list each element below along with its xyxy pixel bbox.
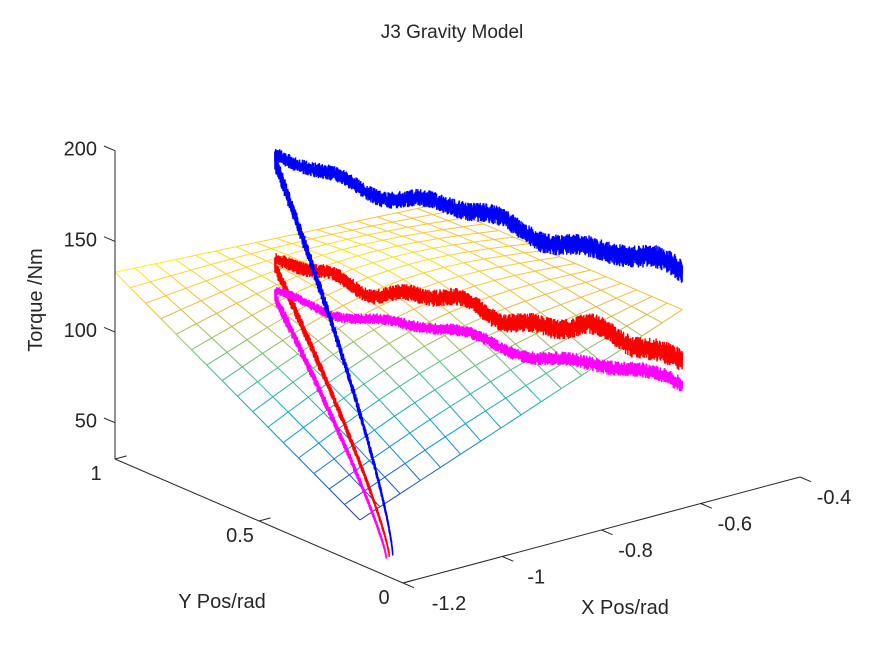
chart-title: J3 Gravity Model [381, 22, 524, 43]
x-tick-label: -1.2 [432, 593, 466, 615]
y-axis-label: Y Pos/rad [178, 591, 265, 613]
measured-run-magenta [274, 287, 684, 559]
x-tick-label: -0.6 [718, 514, 752, 536]
x-axis-label: X Pos/rad [581, 597, 669, 619]
x-tick-label: -0.4 [817, 487, 851, 509]
x-tick-label: -0.8 [618, 540, 652, 562]
z-tick-label: 100 [64, 320, 97, 342]
measured-run-blue [274, 148, 684, 556]
measured-run-red [274, 253, 684, 557]
trajectory-lines [274, 148, 684, 559]
z-tick-label: 150 [64, 229, 97, 251]
y-tick-label: 0 [378, 587, 389, 609]
z-tick-label: 50 [75, 411, 97, 433]
x-tick-label: -1 [527, 567, 545, 589]
y-tick-label: 0.5 [226, 525, 254, 547]
axes: -1.2 -1 -0.8 -0.6 -0.4 1 0.5 0 50 100 150 200 [64, 139, 852, 615]
z-axis-label: Torque /Nm [25, 248, 47, 351]
z-tick-label: 200 [64, 139, 97, 161]
y-tick-label: 1 [90, 463, 101, 485]
